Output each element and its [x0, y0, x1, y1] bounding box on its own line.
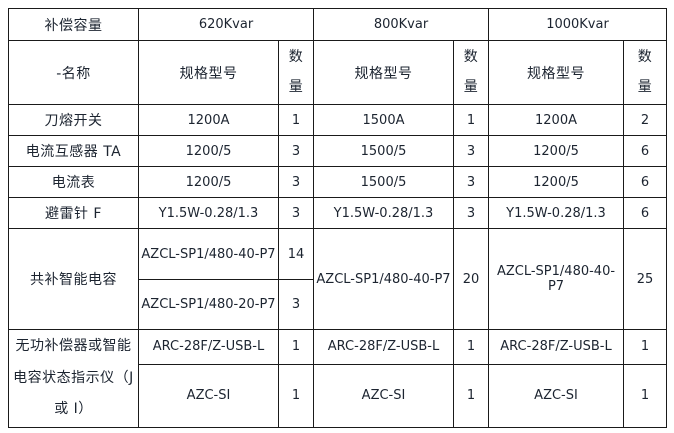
cell-name: 避雷针 F	[8, 197, 139, 229]
cell-spec-800: ARC-28F/Z-USB-L	[313, 329, 454, 365]
cell-qty-1000: 25	[623, 228, 667, 330]
cell-spec-620: 1200/5	[138, 166, 279, 198]
cell-qty-1000: 6	[623, 135, 667, 167]
cell-spec-1000: AZC-SI	[488, 363, 624, 428]
qty-column-header-800: 数 量	[453, 40, 489, 105]
cell-spec-620: 1200/5	[138, 135, 279, 167]
name-column-header: -名称	[8, 40, 139, 105]
cell-spec-800: AZCL-SP1/480-40-P7	[313, 228, 454, 330]
table-row-column-header: -名称 规格型号 数 量 规格型号 数 量 规格型号 数 量	[8, 40, 667, 105]
qty-column-header-1000: 数 量	[623, 40, 667, 105]
cell-spec-800: Y1.5W-0.28/1.3	[313, 197, 454, 229]
table-row-current-transformer: 电流互感器 TA 1200/5 3 1500/5 3 1200/5 6	[8, 135, 667, 167]
capacity-1000-header: 1000Kvar	[488, 8, 667, 41]
capacity-800-header: 800Kvar	[313, 8, 489, 41]
compensation-spec-table: 补偿容量 620Kvar 800Kvar 1000Kvar -名称 规格型号 数…	[8, 8, 667, 428]
cell-qty-800: 1	[453, 104, 489, 136]
cell-spec-620: AZCL-SP1/480-40-P7	[138, 228, 279, 280]
cell-qty-800: 3	[453, 135, 489, 167]
spec-column-header-800: 规格型号	[313, 40, 454, 105]
cell-spec-620: ARC-28F/Z-USB-L	[138, 329, 279, 365]
cell-qty-800: 3	[453, 197, 489, 229]
cell-name: 刀熔开关	[8, 104, 139, 136]
cell-qty-1000: 1	[623, 363, 667, 428]
table-row-indicator-1: 无功补偿器或智能电容状态指示仪（J 或 I） ARC-28F/Z-USB-L 1…	[8, 329, 667, 428]
cell-spec-620: AZCL-SP1/480-20-P7	[138, 279, 279, 330]
cell-qty-800: 3	[453, 166, 489, 198]
cell-name: 电流表	[8, 166, 139, 198]
cell-qty-620: 1	[278, 104, 314, 136]
cell-spec-1000: AZCL-SP1/480-40-P7	[488, 228, 624, 330]
cell-name: 电流互感器 TA	[8, 135, 139, 167]
cell-qty-800: 1	[453, 329, 489, 365]
cell-qty-1000: 6	[623, 166, 667, 198]
spec-column-header-620: 规格型号	[138, 40, 279, 105]
cell-qty-1000: 2	[623, 104, 667, 136]
cell-qty-620: 14	[278, 228, 314, 280]
cell-spec-1000: Y1.5W-0.28/1.3	[488, 197, 624, 229]
table-row-smart-capacitor-1: 共补智能电容 AZCL-SP1/480-40-P7 14 AZCL-SP1/48…	[8, 228, 667, 330]
cell-spec-800: 1500/5	[313, 135, 454, 167]
cell-spec-1000: 1200/5	[488, 135, 624, 167]
cell-qty-620: 1	[278, 363, 314, 428]
cell-spec-800: AZC-SI	[313, 363, 454, 428]
cell-spec-800: 1500/5	[313, 166, 454, 198]
cell-name-smart-capacitor: 共补智能电容	[8, 228, 139, 330]
table-row-lightning-arrester: 避雷针 F Y1.5W-0.28/1.3 3 Y1.5W-0.28/1.3 3 …	[8, 197, 667, 229]
table-row-capacity-header: 补偿容量 620Kvar 800Kvar 1000Kvar	[8, 8, 667, 41]
capacity-header-label: 补偿容量	[8, 8, 139, 41]
capacity-620-header: 620Kvar	[138, 8, 314, 41]
cell-name-indicator: 无功补偿器或智能电容状态指示仪（J 或 I）	[8, 329, 139, 428]
cell-spec-620: 1200A	[138, 104, 279, 136]
cell-spec-1000: 1200A	[488, 104, 624, 136]
cell-qty-620: 3	[278, 166, 314, 198]
qty-column-header-620: 数 量	[278, 40, 314, 105]
cell-qty-1000: 1	[623, 329, 667, 365]
cell-qty-620: 3	[278, 197, 314, 229]
cell-qty-800: 1	[453, 363, 489, 428]
cell-qty-620: 3	[278, 135, 314, 167]
cell-spec-620: AZC-SI	[138, 363, 279, 428]
cell-spec-620: Y1.5W-0.28/1.3	[138, 197, 279, 229]
table-row-ammeter: 电流表 1200/5 3 1500/5 3 1200/5 6	[8, 166, 667, 198]
cell-qty-800: 20	[453, 228, 489, 330]
cell-spec-1000: ARC-28F/Z-USB-L	[488, 329, 624, 365]
cell-spec-1000: 1200/5	[488, 166, 624, 198]
cell-qty-620: 3	[278, 279, 314, 330]
cell-qty-620: 1	[278, 329, 314, 365]
cell-qty-1000: 6	[623, 197, 667, 229]
spec-column-header-1000: 规格型号	[488, 40, 624, 105]
table-row-knife-fuse-switch: 刀熔开关 1200A 1 1500A 1 1200A 2	[8, 104, 667, 136]
cell-spec-800: 1500A	[313, 104, 454, 136]
table-row-indicator-2: AZC-SI 1 AZC-SI 1 AZC-SI 1	[9, 363, 667, 428]
table-row-smart-capacitor-2: AZCL-SP1/480-20-P7 3	[9, 279, 667, 330]
